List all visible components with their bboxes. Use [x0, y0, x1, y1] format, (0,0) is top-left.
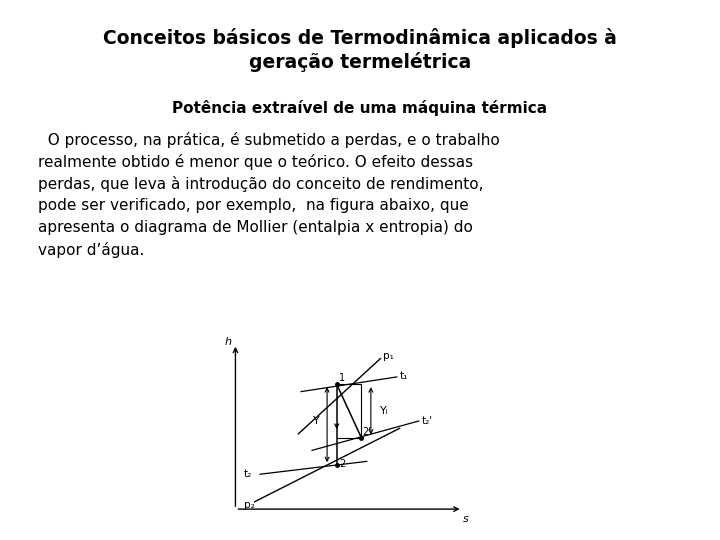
Text: t₂': t₂' [421, 416, 433, 426]
Text: vapor d’água.: vapor d’água. [38, 242, 145, 258]
Text: geração termelétrica: geração termelétrica [249, 52, 471, 72]
Text: apresenta o diagrama de Mollier (entalpia x entropia) do: apresenta o diagrama de Mollier (entalpi… [38, 220, 473, 235]
Text: s: s [462, 514, 468, 524]
Text: p₂: p₂ [244, 500, 254, 510]
Text: Conceitos básicos de Termodinâmica aplicados à: Conceitos básicos de Termodinâmica aplic… [103, 28, 617, 48]
Text: t₂: t₂ [243, 469, 252, 479]
Text: 2: 2 [339, 458, 345, 469]
Text: 2': 2' [363, 427, 372, 437]
Text: Y: Y [312, 416, 320, 426]
Text: t₁: t₁ [400, 371, 408, 381]
Text: Yᵢ: Yᵢ [380, 406, 389, 416]
Text: 1: 1 [339, 373, 345, 383]
Text: O processo, na prática, é submetido a perdas, e o trabalho: O processo, na prática, é submetido a pe… [38, 132, 500, 148]
Text: p₁: p₁ [383, 351, 394, 361]
Text: h: h [225, 337, 231, 347]
Text: realmente obtido é menor que o teórico. O efeito dessas: realmente obtido é menor que o teórico. … [38, 154, 473, 170]
Text: Potência extraível de uma máquina térmica: Potência extraível de uma máquina térmic… [172, 100, 548, 116]
Text: perdas, que leva à introdução do conceito de rendimento,: perdas, que leva à introdução do conceit… [38, 176, 484, 192]
Text: pode ser verificado, por exemplo,  na figura abaixo, que: pode ser verificado, por exemplo, na fig… [38, 198, 469, 213]
